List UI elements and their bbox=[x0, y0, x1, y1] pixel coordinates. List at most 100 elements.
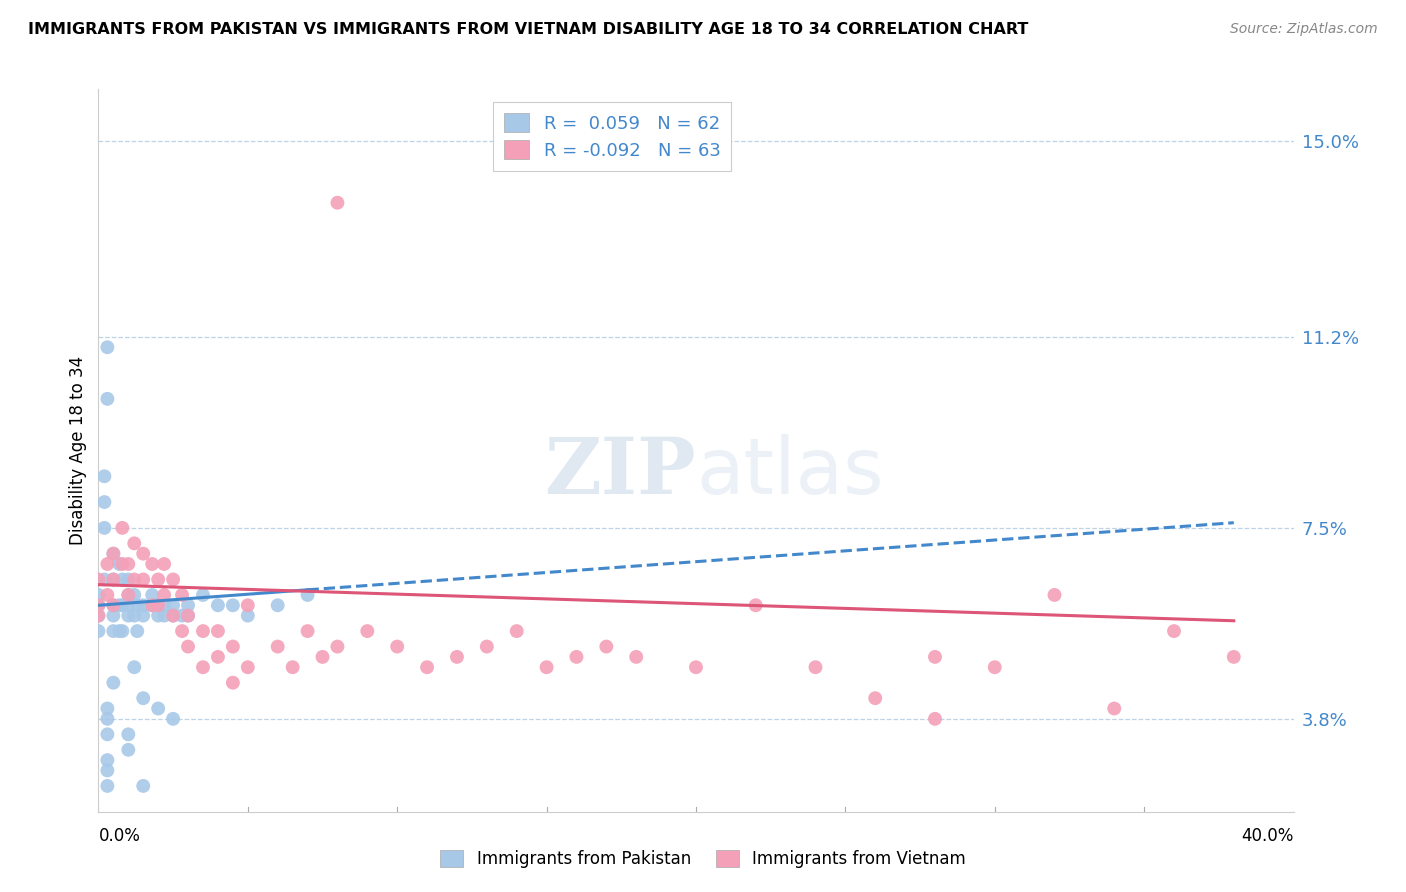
Point bbox=[96, 588, 118, 602]
Point bbox=[1043, 588, 1066, 602]
Point bbox=[117, 588, 139, 602]
Point bbox=[297, 624, 319, 639]
Point bbox=[475, 640, 498, 654]
Point bbox=[96, 779, 118, 793]
Point bbox=[356, 624, 378, 639]
Point bbox=[595, 640, 617, 654]
Point bbox=[172, 608, 194, 623]
Point bbox=[236, 608, 259, 623]
Point bbox=[96, 701, 118, 715]
Point bbox=[132, 547, 155, 561]
Point bbox=[162, 599, 184, 613]
Point bbox=[117, 743, 139, 757]
Point bbox=[172, 624, 194, 639]
Point bbox=[141, 588, 163, 602]
Point bbox=[162, 712, 184, 726]
Point bbox=[103, 599, 125, 613]
Point bbox=[177, 608, 200, 623]
Point bbox=[153, 599, 176, 613]
Legend: R =  0.059   N = 62, R = -0.092   N = 63: R = 0.059 N = 62, R = -0.092 N = 63 bbox=[494, 102, 731, 170]
Point bbox=[148, 573, 170, 587]
Point bbox=[222, 599, 245, 613]
Point bbox=[1223, 649, 1246, 664]
Point bbox=[111, 521, 134, 535]
Text: 0.0%: 0.0% bbox=[98, 827, 141, 846]
Point bbox=[446, 649, 468, 664]
Point bbox=[685, 660, 707, 674]
Point bbox=[127, 599, 149, 613]
Point bbox=[117, 588, 139, 602]
Point bbox=[141, 599, 163, 613]
Point bbox=[148, 608, 170, 623]
Point bbox=[108, 624, 131, 639]
Point bbox=[108, 599, 131, 613]
Point bbox=[111, 599, 134, 613]
Point bbox=[124, 608, 146, 623]
Point bbox=[236, 599, 259, 613]
Point bbox=[96, 340, 118, 354]
Text: atlas: atlas bbox=[696, 434, 883, 510]
Point bbox=[191, 624, 214, 639]
Point bbox=[124, 536, 146, 550]
Point bbox=[117, 599, 139, 613]
Point bbox=[281, 660, 304, 674]
Point bbox=[103, 547, 125, 561]
Point bbox=[111, 557, 134, 571]
Point bbox=[153, 588, 176, 602]
Point bbox=[132, 599, 155, 613]
Point bbox=[124, 573, 146, 587]
Point bbox=[93, 521, 115, 535]
Point bbox=[103, 624, 125, 639]
Point bbox=[177, 608, 200, 623]
Point bbox=[111, 573, 134, 587]
Point bbox=[87, 599, 110, 613]
Point bbox=[96, 764, 118, 778]
Point bbox=[148, 599, 170, 613]
Point bbox=[924, 712, 946, 726]
Point bbox=[172, 588, 194, 602]
Point bbox=[103, 675, 125, 690]
Point bbox=[222, 675, 245, 690]
Point bbox=[117, 557, 139, 571]
Point bbox=[132, 608, 155, 623]
Point bbox=[745, 599, 768, 613]
Point bbox=[103, 608, 125, 623]
Point bbox=[96, 753, 118, 767]
Point bbox=[506, 624, 529, 639]
Point bbox=[191, 660, 214, 674]
Point bbox=[103, 573, 125, 587]
Point bbox=[148, 599, 170, 613]
Point bbox=[804, 660, 827, 674]
Point bbox=[297, 588, 319, 602]
Point bbox=[177, 599, 200, 613]
Point bbox=[124, 588, 146, 602]
Point bbox=[162, 573, 184, 587]
Point bbox=[132, 691, 155, 706]
Point bbox=[87, 608, 110, 623]
Point bbox=[117, 573, 139, 587]
Point bbox=[103, 573, 125, 587]
Point bbox=[87, 608, 110, 623]
Point bbox=[267, 599, 290, 613]
Point bbox=[207, 649, 229, 664]
Point bbox=[984, 660, 1007, 674]
Point bbox=[141, 557, 163, 571]
Point bbox=[93, 469, 115, 483]
Point bbox=[132, 779, 155, 793]
Text: ZIP: ZIP bbox=[544, 434, 696, 510]
Point bbox=[87, 573, 110, 587]
Point bbox=[87, 624, 110, 639]
Point bbox=[117, 608, 139, 623]
Point bbox=[162, 608, 184, 623]
Point bbox=[267, 640, 290, 654]
Point bbox=[326, 640, 349, 654]
Point bbox=[1163, 624, 1185, 639]
Point bbox=[924, 649, 946, 664]
Point bbox=[132, 573, 155, 587]
Point bbox=[326, 195, 349, 210]
Point bbox=[865, 691, 887, 706]
Text: 40.0%: 40.0% bbox=[1241, 827, 1294, 846]
Point bbox=[148, 701, 170, 715]
Point bbox=[141, 599, 163, 613]
Point bbox=[103, 547, 125, 561]
